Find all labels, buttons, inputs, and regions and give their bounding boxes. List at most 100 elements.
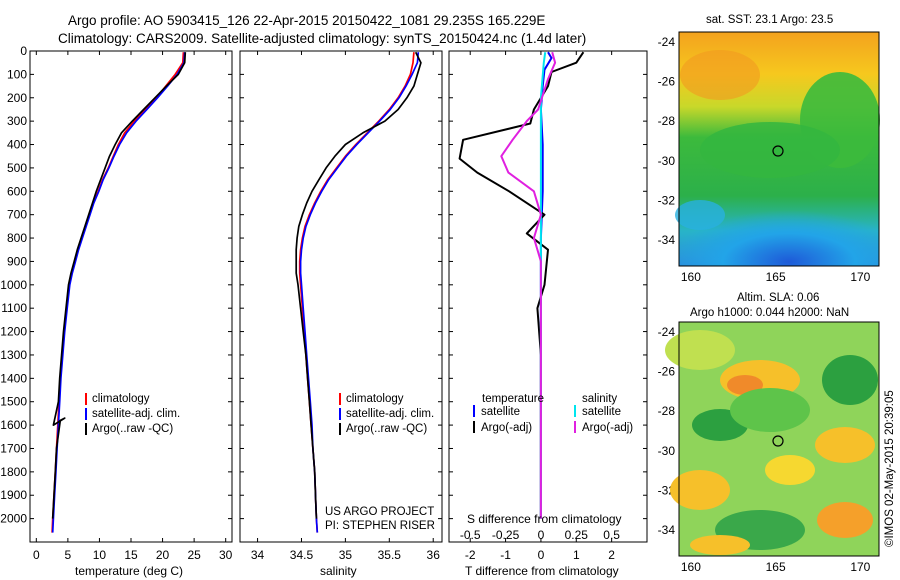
- depth-tick-label: 1700: [0, 441, 27, 455]
- x-tick-label: 20: [156, 548, 170, 562]
- series-line-climatology: [51, 52, 185, 533]
- s-diff-tick-label: 0.5: [603, 528, 620, 542]
- sst-map-title: sat. SST: 23.1 Argo: 23.5: [706, 14, 833, 26]
- legend-argo-label: Argo(..raw -QC): [346, 423, 427, 435]
- sst-map-frame: [678, 31, 880, 267]
- series-line-climatology: [298, 52, 415, 533]
- legend-satellite-label: satellite-adj. clim.: [346, 408, 434, 420]
- map-lat-tick-label: -26: [658, 365, 676, 379]
- series-line-temperature-satellite: [539, 51, 553, 519]
- map-lon-tick-label: 170: [850, 560, 870, 574]
- t-diff-tick-label: 0: [538, 548, 545, 562]
- t-diff-tick-label: 1: [573, 548, 580, 562]
- title-line-2: Climatology: CARS2009. Satellite-adjuste…: [58, 31, 586, 46]
- depth-tick-label: 800: [7, 231, 27, 245]
- depth-tick-label: 1500: [0, 395, 27, 409]
- map-lat-tick-label: -34: [658, 523, 676, 537]
- x-tick-label: 36: [427, 548, 441, 562]
- depth-tick-label: 300: [7, 114, 27, 128]
- depth-tick-label: 0: [20, 44, 27, 58]
- temperature-xlabel: temperature (deg C): [75, 564, 183, 578]
- t-diff-tick-label: -1: [500, 548, 511, 562]
- difference-legend: temperature salinity satellite Argo(-adj…: [473, 393, 633, 434]
- diff-legend-temperature-heading: temperature: [482, 393, 544, 405]
- x-tick-label: 30: [219, 548, 233, 562]
- sst-float-marker: [772, 145, 784, 157]
- depth-tick-label: 1800: [0, 465, 27, 479]
- x-tick-label: 10: [93, 548, 107, 562]
- map-lat-tick-label: -28: [658, 114, 676, 128]
- t-diff-tick-label: -2: [465, 548, 476, 562]
- x-tick-label: 35.5: [378, 548, 402, 562]
- sla-patch: [730, 388, 810, 432]
- legend-climatology-label: climatology: [346, 393, 404, 405]
- map-lon-tick-label: 160: [681, 560, 701, 574]
- depth-tick-label: 1900: [0, 488, 27, 502]
- depth-tick-label: 600: [7, 184, 27, 198]
- sla-map-title-1: Altim. SLA: 0.06: [737, 292, 819, 304]
- series-line-salinity-argo-adj-: [500, 51, 557, 519]
- series-line-satellite-adj-clim-: [299, 52, 420, 533]
- salinity-legend: climatology satellite-adj. clim. Argo(..…: [339, 393, 434, 435]
- x-tick-label: 5: [65, 548, 72, 562]
- map-lat-tick-label: -30: [658, 444, 676, 458]
- depth-tick-label: 1400: [0, 371, 27, 385]
- depth-tick-label: 2000: [0, 512, 27, 526]
- sla-map-frame: [678, 321, 880, 557]
- map-lat-tick-label: -26: [658, 75, 676, 89]
- legend-climatology-label: climatology: [92, 393, 150, 405]
- sst-patch: [700, 122, 840, 178]
- salinity-xlabel: salinity: [320, 564, 357, 578]
- diff-legend-t-satellite-label: satellite: [481, 406, 520, 418]
- depth-tick-label: 1100: [1, 301, 27, 315]
- s-diff-tick-label: 0.25: [565, 528, 589, 542]
- map-lat-tick-label: -32: [658, 194, 676, 208]
- sla-patch: [765, 455, 815, 485]
- map-lat-tick-label: -30: [658, 154, 676, 168]
- sla-patch: [690, 535, 750, 555]
- depth-tick-label: 1000: [0, 278, 27, 292]
- legend-argo-label: Argo(..raw -QC): [92, 423, 173, 435]
- diff-legend-salinity-heading: salinity: [582, 393, 617, 405]
- x-tick-label: 34: [251, 548, 265, 562]
- x-tick-label: 0: [33, 548, 40, 562]
- sla-float-marker: [772, 435, 784, 447]
- sst-patch: [680, 50, 760, 100]
- title-line-1: Argo profile: AO 5903415_126 22-Apr-2015…: [68, 13, 545, 28]
- t-diff-tick-label: 2: [608, 548, 615, 562]
- map-lon-tick-label: 160: [681, 270, 701, 284]
- s-difference-label: S difference from climatology: [467, 512, 622, 526]
- series-line-temperature-argo-adj-: [458, 51, 585, 519]
- depth-tick-label: 900: [7, 254, 27, 268]
- sla-patch: [815, 427, 875, 463]
- depth-tick-label: 1200: [0, 325, 27, 339]
- s-diff-tick-label: -0.25: [492, 528, 520, 542]
- tick-layer: 0100200300400500600700800900100011001200…: [0, 35, 870, 574]
- depth-tick-label: 400: [7, 138, 27, 152]
- x-tick-label: 34.5: [290, 548, 314, 562]
- map-lat-tick-label: -34: [658, 233, 676, 247]
- legend-satellite-label: satellite-adj. clim.: [92, 408, 180, 420]
- sla-patch: [670, 470, 730, 510]
- map-lat-tick-label: -24: [658, 35, 676, 49]
- credit-line-1: US ARGO PROJECT: [325, 506, 434, 518]
- imos-watermark: ©IMOS 02-May-2015 20:39:05: [884, 390, 896, 547]
- map-lon-tick-label: 165: [766, 270, 786, 284]
- depth-tick-label: 700: [7, 208, 27, 222]
- diff-legend-t-argo-label: Argo(-adj): [481, 422, 532, 434]
- map-lon-tick-label: 170: [850, 270, 870, 284]
- depth-tick-label: 1600: [0, 418, 27, 432]
- map-lon-tick-label: 165: [766, 560, 786, 574]
- x-tick-label: 35: [339, 548, 353, 562]
- x-tick-label: 15: [124, 548, 138, 562]
- series-layer: [51, 51, 585, 533]
- temperature-legend: climatology satellite-adj. clim. Argo(..…: [85, 393, 180, 435]
- series-line-argo-raw-qc-: [295, 51, 422, 519]
- depth-tick-label: 100: [7, 67, 27, 81]
- diff-legend-s-satellite-label: satellite: [582, 406, 621, 418]
- sst-map: [675, 31, 880, 267]
- diff-legend-s-argo-label: Argo(-adj): [582, 422, 633, 434]
- sla-patch: [822, 355, 878, 405]
- s-diff-tick-label: 0: [538, 528, 545, 542]
